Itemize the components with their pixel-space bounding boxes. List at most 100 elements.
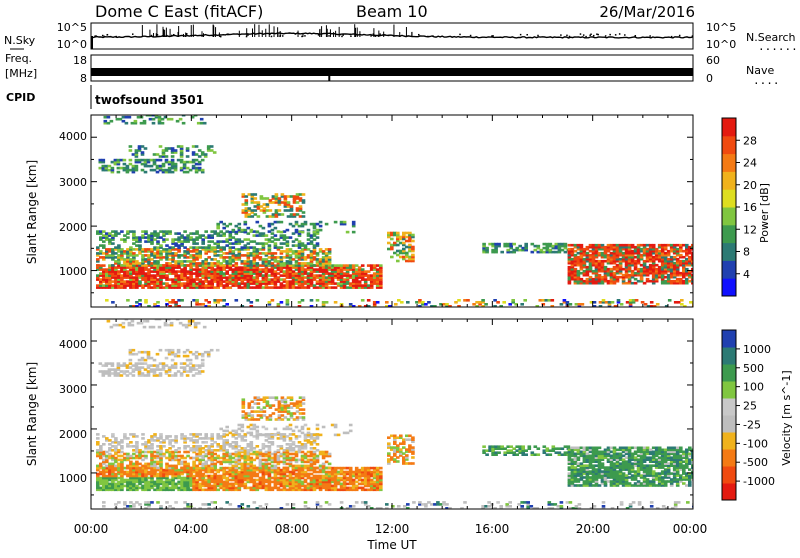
power-cell <box>201 169 205 172</box>
power-cell <box>586 252 590 255</box>
power-cell <box>105 165 109 168</box>
power-cell <box>219 231 223 234</box>
noise-left-tick-top: 10^5 <box>57 21 87 34</box>
power-cell <box>497 243 501 246</box>
power-cell <box>238 223 242 226</box>
power-cell <box>302 215 306 218</box>
velocity-cell <box>126 437 130 440</box>
power-cell <box>376 264 380 267</box>
nsearch-dots: ........ <box>758 40 800 53</box>
power-cell <box>586 266 590 269</box>
velocity-cell <box>328 467 332 470</box>
power-cell <box>334 221 338 224</box>
power-cell <box>111 167 115 170</box>
velocity-cell <box>135 455 139 458</box>
power-cell <box>102 244 106 247</box>
velocity-cell <box>286 463 290 466</box>
power-cell <box>254 209 258 212</box>
noise-search-point <box>103 36 105 38</box>
noise-search-point <box>382 34 384 36</box>
power-cell <box>195 153 199 156</box>
noise-search-point <box>269 33 271 35</box>
power-cell <box>343 221 347 224</box>
noise-search-point <box>279 36 281 38</box>
power-cell <box>165 282 169 285</box>
power-cell <box>222 299 226 302</box>
freq-panel: 18 8 60 0 <box>73 54 720 85</box>
power-cell <box>225 270 229 273</box>
power-cell <box>135 149 139 152</box>
power-cell <box>164 116 168 119</box>
power-cell <box>286 299 290 302</box>
power-cell <box>302 193 306 196</box>
noise-search-point <box>157 34 159 36</box>
power-cell <box>502 301 506 304</box>
power-cell <box>274 227 278 230</box>
power-cell <box>165 159 169 162</box>
power-cell <box>680 299 684 302</box>
power-cell <box>411 240 415 243</box>
power-colorbar-tick-label: 16 <box>743 201 757 214</box>
power-cell <box>135 244 139 247</box>
power-cell <box>427 301 431 304</box>
noise-search-point <box>227 34 229 36</box>
power-colorbar-swatch <box>722 260 736 278</box>
power-cell <box>171 155 175 158</box>
nsky-label: N.Sky <box>4 34 36 47</box>
power-cell <box>135 260 139 263</box>
power-cell <box>555 251 559 254</box>
power-cell <box>316 229 320 232</box>
power-cell <box>405 240 409 243</box>
power-cell <box>126 236 130 239</box>
velocity-cell <box>105 475 109 478</box>
velocity-cell <box>256 467 260 470</box>
power-cell <box>144 147 148 150</box>
noise-search-point <box>341 36 343 38</box>
power-cell <box>361 264 365 267</box>
noise-search-point <box>186 34 188 36</box>
power-colorbar-tick-label: 20 <box>743 179 757 192</box>
noise-search-point <box>350 34 352 36</box>
power-cell <box>179 118 183 121</box>
power-cell <box>201 159 205 162</box>
velocity-cell <box>225 459 229 462</box>
power-colorbar-swatch <box>722 243 736 261</box>
power-cell <box>280 221 284 224</box>
power-cell <box>400 301 404 304</box>
power-cell <box>274 234 278 237</box>
velocity-cell <box>195 465 199 468</box>
noise-search-point <box>399 35 401 37</box>
power-colorbar-swatch <box>722 278 736 296</box>
freq-right-tick-top: 60 <box>706 54 720 67</box>
velocity-cell <box>195 453 199 456</box>
noise-search-point <box>615 34 617 36</box>
noise-right-tick-top: 10^5 <box>706 21 736 34</box>
power-cell <box>668 299 672 302</box>
velocity-cell <box>346 471 350 474</box>
power-colorbar-tick-label: 12 <box>743 223 757 236</box>
power-cell <box>390 256 394 259</box>
noise-search-point <box>295 33 297 35</box>
power-cell <box>235 262 239 265</box>
power-cell <box>104 120 108 123</box>
noise-search-point <box>282 35 284 37</box>
noise-search-point <box>171 35 173 37</box>
power-cell <box>225 225 229 228</box>
noise-search-point <box>537 35 539 37</box>
velocity-cell <box>349 467 353 470</box>
power-cell <box>301 231 305 234</box>
power-cell <box>281 213 285 216</box>
power-cell <box>110 120 114 123</box>
power-cell <box>207 301 211 304</box>
power-cell <box>274 242 278 245</box>
noise-search-point <box>596 33 598 35</box>
power-cell <box>257 201 261 204</box>
velocity-cell <box>346 487 350 490</box>
power-cell <box>316 236 320 239</box>
power-cell <box>405 236 409 239</box>
velocity-cell <box>165 457 169 460</box>
velocity-cell <box>328 453 332 456</box>
power-cell <box>225 276 229 279</box>
power-cell <box>159 244 163 247</box>
noise-search-point <box>379 33 381 35</box>
